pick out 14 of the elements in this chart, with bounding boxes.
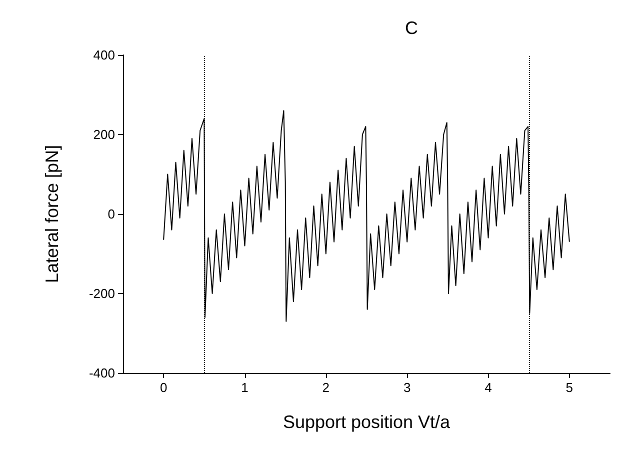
y-tick-label: -400 (88, 366, 115, 380)
y-tick-label: 400 (93, 48, 115, 62)
y-tick-label: 0 (108, 206, 115, 222)
x-tick-label: 5 (566, 380, 574, 395)
y-tick-label: 200 (93, 127, 115, 142)
x-tick-label: 3 (403, 380, 411, 395)
chart-title: C (405, 18, 418, 38)
x-tick-label: 1 (241, 380, 248, 395)
x-tick-label: 2 (322, 380, 330, 395)
x-tick-label: 0 (160, 380, 168, 395)
x-axis-title: Support position Vt/a (282, 412, 452, 432)
y-axis-title: Lateral force [pN] (42, 144, 62, 284)
x-tick-label: 4 (484, 380, 492, 395)
y-tick-label: -200 (88, 286, 115, 301)
